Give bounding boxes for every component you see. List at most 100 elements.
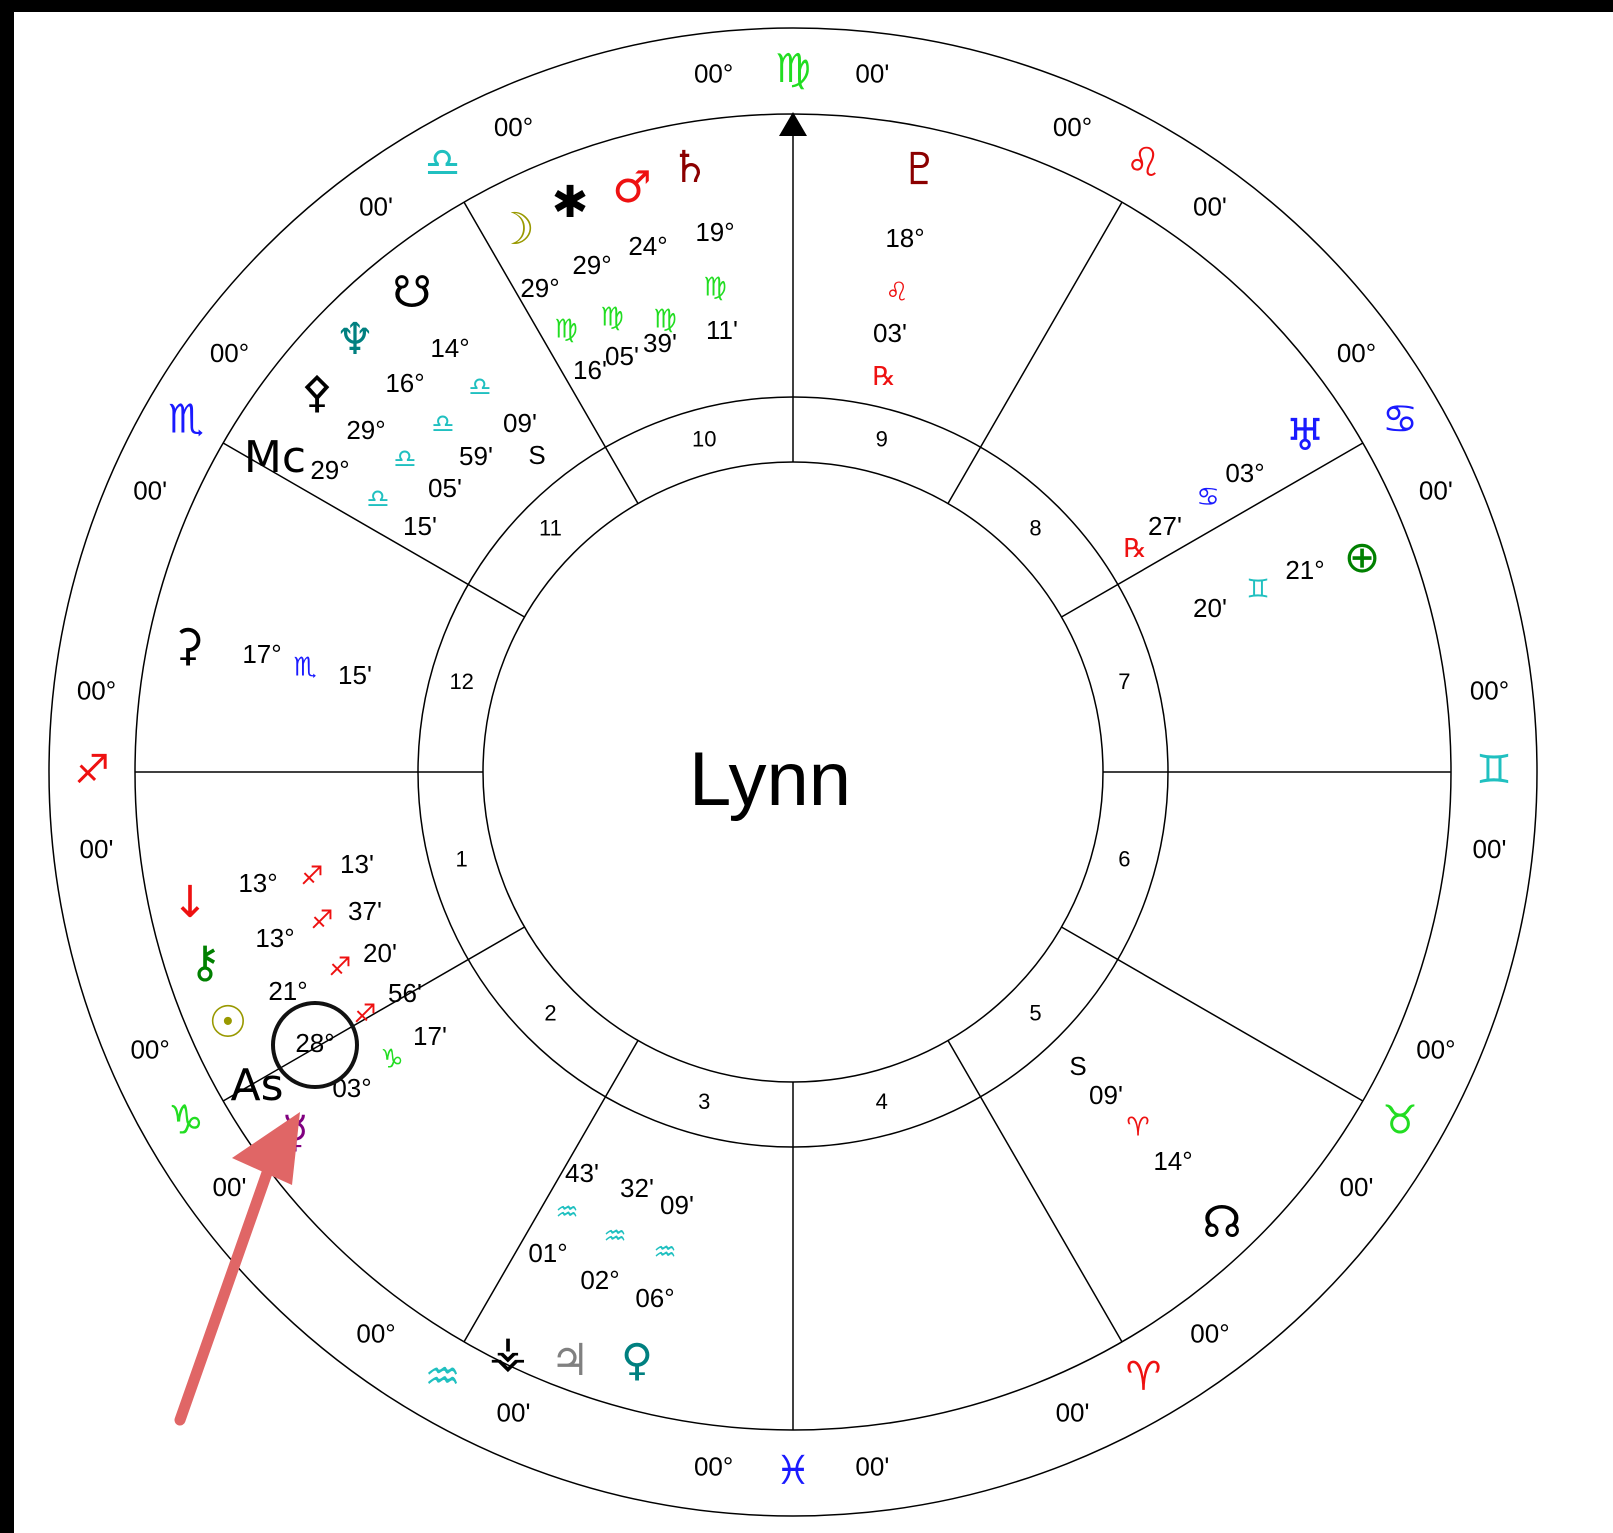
planet-glyph: ♀ — [621, 1335, 653, 1386]
planet-minute: 59' — [459, 441, 493, 471]
house-number: 12 — [449, 669, 473, 694]
house-number: 2 — [544, 1000, 556, 1025]
house-number: 6 — [1118, 847, 1130, 872]
planet-flag: S — [1069, 1051, 1086, 1081]
planet-degree: 29° — [572, 250, 611, 280]
chart-title: Lynn — [689, 737, 851, 822]
house-number: 10 — [692, 426, 716, 451]
planet-glyph: ⚶ — [489, 1327, 526, 1378]
sign-minute: 00' — [213, 1172, 247, 1202]
planet-glyph: ♅ — [1285, 410, 1324, 461]
planet-degree: 24° — [628, 231, 667, 261]
house-number: 8 — [1029, 515, 1041, 540]
planet-glyph: ⊕ — [1344, 532, 1381, 583]
house-number: 5 — [1029, 1000, 1041, 1025]
frame-top — [0, 0, 1613, 12]
planet-minute: 15' — [403, 511, 437, 541]
planet-degree: 17° — [242, 639, 281, 669]
planet-sign: ♒ — [603, 1222, 626, 1252]
planet-sign: ♍ — [653, 305, 676, 335]
sign-degree: 00° — [1470, 676, 1509, 706]
sign-glyph: ♑ — [168, 1098, 204, 1144]
planet-sign: ♏ — [293, 653, 316, 683]
planet-minute: 09' — [503, 408, 537, 438]
planet-minute: 13' — [340, 849, 374, 879]
planet-sign: ♋ — [1196, 483, 1219, 513]
house-cusp — [947, 1040, 1123, 1343]
planet-degree: 14° — [430, 333, 469, 363]
planet-sign: ♎ — [431, 410, 454, 440]
planet-sign: ♒ — [653, 1238, 676, 1268]
planet-glyph: ☽ — [495, 204, 534, 255]
sign-glyph: ♍ — [775, 46, 811, 92]
planet-glyph: ☉ — [208, 997, 247, 1048]
planet-minute: 15' — [338, 660, 372, 690]
planet-glyph: ⚳ — [172, 620, 204, 671]
planet-glyph: ♇ — [900, 144, 939, 195]
planet-degree: 01° — [528, 1238, 567, 1268]
planet-degree: 28° — [295, 1028, 334, 1058]
planet-minute: 20' — [1193, 593, 1227, 623]
mc-arrow — [779, 112, 807, 136]
planet-glyph: ⚴ — [301, 367, 333, 418]
planet-glyph: As — [230, 1060, 283, 1111]
planet-glyph: ⚷ — [189, 937, 221, 988]
sign-glyph: ♐ — [74, 747, 110, 793]
planet-minute: 05' — [605, 341, 639, 371]
planet-flag: ℞ — [1123, 533, 1146, 563]
planet-sign: ♐ — [300, 862, 323, 892]
planet-sign: ♌ — [885, 278, 908, 308]
planet-degree: 21° — [268, 976, 307, 1006]
sign-degree: 00° — [210, 338, 249, 368]
sign-minute: 00' — [1473, 834, 1507, 864]
planet-minute: 17' — [413, 1021, 447, 1051]
house-cusp — [222, 442, 525, 618]
planet-minute: 56' — [388, 978, 422, 1008]
sign-minute: 00' — [1419, 475, 1453, 505]
planet-minute: 16' — [573, 355, 607, 385]
sign-degree: 00° — [1053, 112, 1092, 142]
sign-degree: 00° — [1416, 1034, 1455, 1064]
planet-sign: ♍ — [600, 303, 623, 333]
planet-minute: 20' — [363, 938, 397, 968]
planet-glyph: ♂ — [612, 162, 651, 213]
planet-degree: 13° — [255, 923, 294, 953]
planet-degree: 29° — [346, 415, 385, 445]
planet-sign: ♐ — [310, 906, 333, 936]
sign-minute: 00' — [1056, 1398, 1090, 1428]
sign-degree: 00° — [130, 1034, 169, 1064]
sign-degree: 00° — [1337, 338, 1376, 368]
planet-minute: 11' — [706, 315, 738, 345]
planet-minute: 43' — [565, 1158, 599, 1188]
planet-sign: ♊ — [1246, 575, 1269, 605]
sign-glyph: ♈ — [1126, 1354, 1162, 1400]
sign-minute: 00' — [80, 834, 114, 864]
sign-glyph: ♎ — [425, 140, 461, 186]
planet-degree: 03° — [1225, 458, 1264, 488]
sign-glyph: ♉ — [1382, 1098, 1418, 1144]
sign-degree: 00° — [694, 1451, 733, 1481]
planet-glyph: Mc — [244, 432, 306, 483]
house-number: 3 — [698, 1089, 710, 1114]
planet-sign: ♍ — [554, 315, 577, 345]
planet-degree: 02° — [580, 1265, 619, 1295]
house-cusp — [1061, 926, 1364, 1102]
planet-sign: ♍ — [703, 273, 726, 303]
planet-degree: 03° — [332, 1073, 371, 1103]
house-cusp — [463, 1040, 639, 1343]
sign-glyph: ♓ — [775, 1448, 811, 1494]
sign-minute: 00' — [855, 1451, 889, 1481]
planet-minute: 39' — [643, 328, 677, 358]
planet-minute: 37' — [348, 896, 382, 926]
planet-glyph: ☋ — [392, 267, 431, 318]
planet-degree: 29° — [310, 455, 349, 485]
planet-glyph: ♄ — [670, 142, 709, 193]
planet-glyph: ✱ — [552, 177, 589, 228]
sign-minute: 00' — [1340, 1172, 1374, 1202]
annotation-circle — [271, 1001, 359, 1089]
annotation-arrowhead — [232, 1112, 300, 1185]
planet-flag: ℞ — [872, 361, 895, 391]
planet-degree: 13° — [238, 868, 277, 898]
